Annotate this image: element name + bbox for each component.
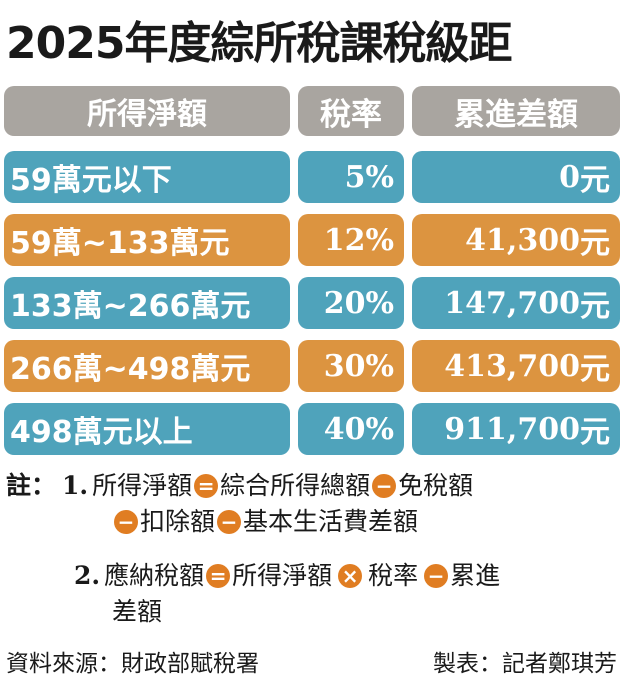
note-1-number: 1.	[62, 471, 89, 500]
note-term: 應納稅額	[104, 561, 205, 590]
note-2-number: 2.	[74, 561, 101, 590]
table-row: 498萬元以上 40% 911,700 元	[4, 403, 620, 455]
note-term: 扣除額	[140, 507, 216, 536]
table-row: 266萬~498萬元 30% 413,700 元	[4, 340, 620, 392]
note-1-continued: − 扣除額 − 基本生活費差額	[112, 504, 418, 540]
minus-icon: −	[424, 564, 449, 588]
minus-icon: −	[372, 474, 397, 498]
times-icon: ×	[338, 564, 363, 588]
header-tax-rate: 稅率	[298, 86, 404, 136]
difference-amount: 147,700	[444, 285, 580, 321]
note-term: 累進	[450, 561, 501, 590]
note-term: 所得淨額	[232, 561, 333, 590]
bracket-range: 133萬~266萬元	[4, 277, 290, 329]
note-term: 免稅額	[398, 471, 474, 500]
equals-icon: =	[206, 564, 231, 588]
bracket-difference: 147,700 元	[412, 277, 620, 329]
header-net-income: 所得淨額	[4, 86, 290, 136]
bracket-rate: 40%	[298, 403, 404, 455]
bracket-rate: 12%	[298, 214, 404, 266]
table-row: 133萬~266萬元 20% 147,700 元	[4, 277, 620, 329]
chart-credit: 製表：記者鄭琪芳	[433, 651, 617, 677]
bracket-difference: 41,300 元	[412, 214, 620, 266]
equals-icon: =	[194, 474, 219, 498]
notes-label: 註：	[6, 471, 57, 500]
bracket-range: 59萬元以下	[4, 151, 290, 203]
bracket-range: 59萬~133萬元	[4, 214, 290, 266]
difference-amount: 413,700	[444, 348, 580, 384]
table-row: 59萬~133萬元 12% 41,300 元	[4, 214, 620, 266]
table-header-row: 所得淨額 稅率 累進差額	[4, 86, 620, 136]
difference-unit: 元	[580, 352, 610, 387]
note-term: 所得淨額	[92, 471, 193, 500]
note-term: 綜合所得總額	[220, 471, 371, 500]
bracket-rate: 30%	[298, 340, 404, 392]
bracket-range: 266萬~498萬元	[4, 340, 290, 392]
note-term: 基本生活費差額	[243, 507, 419, 536]
minus-icon: −	[114, 510, 138, 534]
difference-amount: 0	[559, 159, 580, 195]
difference-unit: 元	[580, 415, 610, 450]
data-source: 資料來源：財政部賦稅署	[6, 651, 259, 677]
note-1: 註： 1. 所得淨額 = 綜合所得總額 − 免稅額	[6, 468, 473, 504]
note-term: 稅率	[368, 561, 419, 590]
header-progressive-difference: 累進差額	[412, 86, 620, 136]
page-title: 2025年度綜所稅課稅級距	[6, 18, 512, 69]
difference-unit: 元	[580, 289, 610, 324]
bracket-range: 498萬元以上	[4, 403, 290, 455]
difference-amount: 911,700	[444, 411, 580, 447]
note-2: 2. 應納稅額 = 所得淨額 × 稅率 − 累進	[74, 558, 500, 594]
bracket-rate: 5%	[298, 151, 404, 203]
bracket-difference: 911,700 元	[412, 403, 620, 455]
minus-icon: −	[217, 510, 242, 534]
bracket-difference: 413,700 元	[412, 340, 620, 392]
difference-unit: 元	[580, 163, 610, 198]
note-term: 差額	[112, 597, 163, 626]
difference-amount: 41,300	[465, 222, 580, 258]
note-2-continued: 差額	[112, 594, 162, 630]
bracket-rate: 20%	[298, 277, 404, 329]
difference-unit: 元	[580, 226, 610, 261]
